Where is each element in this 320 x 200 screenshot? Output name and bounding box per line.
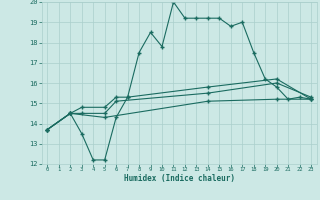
X-axis label: Humidex (Indice chaleur): Humidex (Indice chaleur)	[124, 174, 235, 183]
